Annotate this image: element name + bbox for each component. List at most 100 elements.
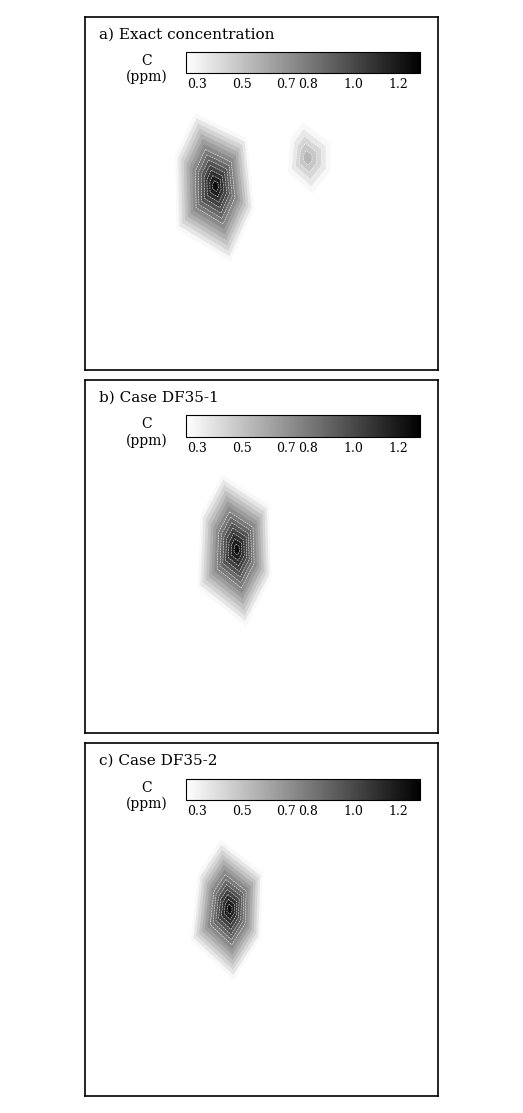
Bar: [397, 415, 399, 436]
Bar: [270, 779, 271, 800]
Bar: [379, 415, 381, 436]
Bar: [219, 52, 220, 73]
Bar: [419, 52, 420, 73]
Bar: [340, 779, 342, 800]
Polygon shape: [234, 544, 239, 555]
Bar: [263, 52, 265, 73]
Bar: [304, 415, 305, 436]
Bar: [406, 415, 408, 436]
Bar: [230, 415, 232, 436]
Bar: [400, 52, 402, 73]
Bar: [191, 779, 193, 800]
Bar: [317, 779, 319, 800]
Bar: [256, 52, 257, 73]
Bar: [413, 779, 415, 800]
Bar: [218, 415, 219, 436]
Bar: [242, 52, 244, 73]
Bar: [244, 779, 246, 800]
Bar: [411, 52, 413, 73]
Bar: [206, 415, 207, 436]
Bar: [317, 415, 319, 436]
Bar: [332, 779, 334, 800]
Text: 0.7: 0.7: [276, 805, 296, 818]
Bar: [277, 415, 279, 436]
Bar: [345, 779, 347, 800]
Bar: [277, 52, 279, 73]
Bar: [358, 779, 360, 800]
Bar: [253, 415, 254, 436]
Bar: [259, 779, 261, 800]
Bar: [267, 415, 268, 436]
Bar: [248, 779, 249, 800]
Bar: [220, 779, 221, 800]
Polygon shape: [231, 539, 242, 561]
Bar: [203, 415, 205, 436]
Bar: [342, 52, 343, 73]
Bar: [308, 415, 309, 436]
Bar: [258, 415, 260, 436]
Bar: [261, 779, 262, 800]
Bar: [216, 52, 218, 73]
Bar: [248, 52, 249, 73]
Bar: [268, 415, 269, 436]
Bar: [370, 415, 371, 436]
Bar: [373, 52, 375, 73]
Bar: [264, 779, 266, 800]
Bar: [240, 415, 241, 436]
Bar: [187, 52, 188, 73]
Bar: [332, 415, 334, 436]
Bar: [281, 415, 282, 436]
Polygon shape: [204, 865, 251, 955]
Bar: [214, 415, 215, 436]
Bar: [400, 779, 402, 800]
Bar: [351, 415, 353, 436]
Bar: [228, 415, 230, 436]
Bar: [207, 779, 208, 800]
Bar: [320, 52, 321, 73]
Bar: [306, 415, 308, 436]
Bar: [219, 415, 220, 436]
Bar: [408, 779, 410, 800]
Bar: [268, 779, 269, 800]
Bar: [224, 415, 226, 436]
Bar: [283, 415, 285, 436]
Polygon shape: [300, 144, 317, 173]
Bar: [389, 415, 390, 436]
Polygon shape: [223, 523, 249, 577]
Bar: [192, 779, 194, 800]
Text: a) Exact concentration: a) Exact concentration: [99, 28, 275, 41]
Bar: [382, 52, 383, 73]
Bar: [413, 415, 415, 436]
Bar: [293, 52, 295, 73]
Bar: [369, 779, 370, 800]
Bar: [318, 52, 320, 73]
Polygon shape: [206, 491, 264, 610]
Text: 1.2: 1.2: [388, 442, 408, 455]
Bar: [263, 779, 265, 800]
Bar: [234, 779, 235, 800]
Bar: [372, 779, 374, 800]
Bar: [288, 415, 289, 436]
Bar: [325, 779, 327, 800]
Bar: [417, 52, 418, 73]
Bar: [331, 415, 333, 436]
Polygon shape: [288, 121, 331, 194]
Bar: [327, 52, 329, 73]
Bar: [211, 52, 213, 73]
Bar: [379, 779, 381, 800]
Bar: [254, 52, 255, 73]
Polygon shape: [181, 124, 248, 250]
Bar: [322, 52, 323, 73]
Bar: [293, 415, 295, 436]
Bar: [403, 415, 404, 436]
Bar: [300, 779, 301, 800]
Bar: [300, 415, 301, 436]
Bar: [360, 415, 362, 436]
Bar: [281, 779, 282, 800]
Bar: [308, 52, 309, 73]
Bar: [386, 52, 388, 73]
Text: 0.8: 0.8: [299, 442, 319, 455]
Bar: [257, 779, 259, 800]
Bar: [413, 52, 415, 73]
Bar: [384, 779, 385, 800]
